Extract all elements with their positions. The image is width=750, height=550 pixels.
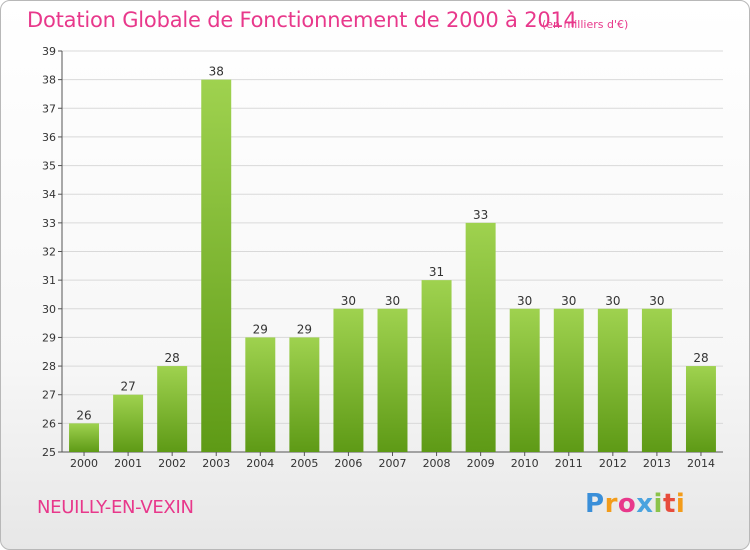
y-tick-label: 36 [42, 131, 56, 144]
logo-letter: r [604, 489, 618, 519]
y-tick-label: 26 [42, 417, 56, 430]
data-label-2003: 38 [209, 65, 224, 79]
data-label-2001: 27 [120, 380, 135, 394]
x-tick-label: 2008 [423, 457, 451, 470]
y-tick-label: 33 [42, 217, 56, 230]
data-label-2011: 30 [561, 294, 576, 308]
y-tick-labels: 25 26 27 28 29 30 31 32 33 34 35 36 37 38 39 [42, 45, 56, 459]
bar-2010 [509, 308, 540, 452]
x-tick-label: 2004 [246, 457, 274, 470]
x-tick-label: 2009 [467, 457, 495, 470]
x-tick-label: 2007 [379, 457, 407, 470]
x-tick-label: 2003 [202, 457, 230, 470]
bar-2001 [113, 394, 144, 452]
data-label-2010: 30 [517, 294, 532, 308]
data-label-2013: 30 [649, 294, 664, 308]
x-tick-label: 2001 [114, 457, 142, 470]
data-label-2014: 28 [693, 351, 708, 365]
logo-letter: x [636, 489, 654, 519]
y-tick-label: 35 [42, 160, 56, 173]
logo-letter: P [585, 489, 605, 519]
data-label-2004: 29 [253, 322, 268, 336]
x-tick-label: 2005 [290, 457, 318, 470]
data-label-2006: 30 [341, 294, 356, 308]
y-tick-label: 28 [42, 360, 56, 373]
bar-2003 [201, 79, 232, 453]
y-tick-label: 29 [42, 331, 56, 344]
y-tick-label: 38 [42, 74, 56, 87]
bar-2002 [157, 366, 188, 452]
bar-2011 [553, 308, 584, 452]
bar-2012 [597, 308, 628, 452]
x-tick-label: 2012 [599, 457, 627, 470]
x-tick-label: 2011 [555, 457, 583, 470]
bar-2008 [421, 280, 452, 452]
chart-subtitle: (en milliers d'€) [542, 18, 629, 31]
data-label-2012: 30 [605, 294, 620, 308]
data-label-2009: 33 [473, 208, 488, 222]
x-tick-label: 2013 [643, 457, 671, 470]
data-label-2008: 31 [429, 265, 444, 279]
logo-letter: i [675, 489, 686, 519]
proxiti-logo[interactable]: Proxiti [585, 489, 685, 519]
data-label-2005: 29 [297, 322, 312, 336]
x-tick-labels: 2000 2001 2002 2003 2004 2005 2006 2007 2008 2009… [70, 452, 715, 470]
bar-2005 [289, 337, 320, 452]
data-label-2002: 28 [165, 351, 180, 365]
y-tick-label: 34 [42, 188, 56, 201]
x-tick-label: 2006 [334, 457, 362, 470]
y-tick-label: 39 [42, 45, 56, 58]
y-tick-label: 32 [42, 246, 56, 259]
y-tick-label: 27 [42, 389, 56, 402]
y-tick-label: 31 [42, 274, 56, 287]
y-tick-label: 30 [42, 303, 56, 316]
x-tick-label: 2010 [511, 457, 539, 470]
bar-2006 [333, 308, 364, 452]
logo-letter: i [653, 489, 663, 519]
bar-2000 [69, 423, 100, 452]
bar-2009 [465, 222, 496, 452]
logo-letter: o [617, 489, 637, 519]
bar-2013 [641, 308, 672, 452]
x-tick-label: 2014 [687, 457, 715, 470]
bar-2014 [685, 366, 716, 452]
commune-name: NEUILLY-EN-VEXIN [37, 497, 194, 518]
bar-2007 [377, 308, 408, 452]
data-label-2000: 26 [76, 408, 91, 422]
bar-2004 [245, 337, 276, 452]
bars [69, 79, 716, 453]
x-tick-label: 2000 [70, 457, 98, 470]
chart-title: Dotation Globale de Fonctionnement de 20… [27, 8, 577, 32]
y-tick-label: 25 [42, 446, 56, 459]
data-labels: 26 27 28 38 29 29 30 30 31 33 30 30 30 30 28 [76, 65, 708, 423]
data-label-2007: 30 [385, 294, 400, 308]
logo-letter: t [662, 489, 676, 519]
x-tick-label: 2002 [158, 457, 186, 470]
y-tick-label: 37 [42, 102, 56, 115]
